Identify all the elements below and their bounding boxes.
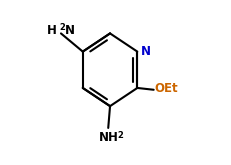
- Text: N: N: [141, 45, 151, 58]
- Text: OEt: OEt: [155, 82, 178, 95]
- Text: NH: NH: [99, 131, 119, 144]
- Text: H: H: [46, 24, 56, 37]
- Text: N: N: [65, 24, 75, 37]
- Text: 2: 2: [117, 131, 123, 140]
- Text: 2: 2: [60, 23, 66, 32]
